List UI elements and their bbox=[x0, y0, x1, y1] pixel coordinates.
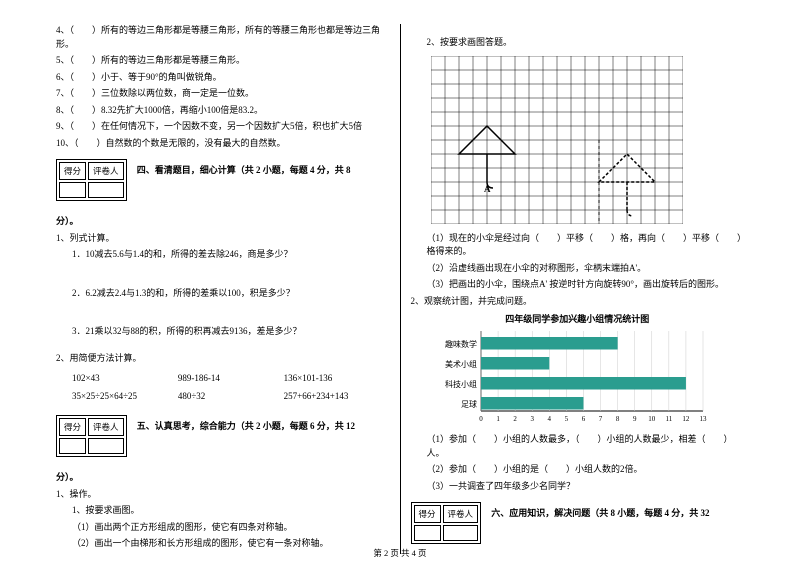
grader-label: 评卷人 bbox=[443, 505, 479, 523]
left-column: 4、（ ）所有的等边三角形都是等腰三角形，所有的等腰三角形也都是等边三角形。 5… bbox=[50, 24, 396, 554]
svg-text:2: 2 bbox=[513, 415, 517, 423]
page: 4、（ ）所有的等边三角形都是等腰三角形，所有的等腰三角形也都是等边三角形。 5… bbox=[0, 0, 800, 574]
grader-label: 评卷人 bbox=[88, 418, 124, 436]
calc-cell: 480÷32 bbox=[178, 391, 284, 401]
grid-q3: （3）把画出的小伞，围绕点A' 按逆时针方向旋转90°，画出旋转后的图形。 bbox=[411, 278, 745, 292]
chart-title: 四年级同学参加兴趣小组情况统计图 bbox=[411, 312, 745, 325]
grid-q2: （2）沿虚线画出现在小伞的对称图形，伞柄末端拍A'。 bbox=[411, 262, 745, 276]
svg-text:A: A bbox=[484, 184, 491, 194]
column-divider bbox=[400, 24, 401, 554]
grid-figure: A bbox=[431, 56, 745, 226]
section-5-title: 五、认真思考，综合能力（共 2 小题，每题 6 分，共 12 bbox=[137, 419, 355, 432]
svg-text:1: 1 bbox=[496, 415, 500, 423]
bar-chart: 012345678910111213趣味数学美术小组科技小组足球 bbox=[431, 327, 745, 429]
score-label: 得分 bbox=[414, 505, 441, 523]
calc-row: 102×43 989-186-14 136×101-136 bbox=[72, 373, 390, 383]
q2-draw: 2、按要求画图答题。 bbox=[411, 36, 745, 50]
score-box: 得分 评卷人 bbox=[56, 159, 127, 201]
q1-2: 2．6.2减去2.4与1.3的和，所得的差乘以100，积是多少？ bbox=[56, 287, 390, 301]
svg-text:7: 7 bbox=[598, 415, 602, 423]
judge-item: 6、（ ）小于、等于90°的角叫做锐角。 bbox=[56, 71, 390, 85]
svg-text:美术小组: 美术小组 bbox=[445, 359, 477, 369]
svg-text:0: 0 bbox=[479, 415, 483, 423]
q1-1: 1．10减去5.6与1.4的和，所得的差去除246，商是多少？ bbox=[56, 248, 390, 262]
section-6-title: 六、应用知识，解决问题（共 8 小题，每题 4 分，共 32 bbox=[491, 506, 709, 519]
chart-q3: （3）一共调查了四年级多少名同学？ bbox=[411, 480, 745, 494]
calc-cell: 257+66+234+143 bbox=[284, 391, 390, 401]
score-box: 得分 评卷人 bbox=[411, 502, 482, 544]
chart-q2: （2）参加（ ）小组的是（ ）小组人数的2倍。 bbox=[411, 463, 745, 477]
svg-text:12: 12 bbox=[682, 415, 690, 423]
page-footer: 第 2 页 共 4 页 bbox=[0, 547, 800, 559]
judge-item: 10、（ ）自然数的个数是无限的，没有最大的自然数。 bbox=[56, 137, 390, 151]
svg-text:5: 5 bbox=[564, 415, 568, 423]
svg-text:6: 6 bbox=[581, 415, 585, 423]
judge-item: 7、（ ）三位数除以两位数，商一定是一位数。 bbox=[56, 87, 390, 101]
calc-cell: 35×25÷25×64÷25 bbox=[72, 391, 178, 401]
grid-svg: A bbox=[431, 56, 683, 224]
observe: 2、观察统计图，并完成问题。 bbox=[411, 295, 745, 309]
svg-text:8: 8 bbox=[615, 415, 619, 423]
calc-cell: 136×101-136 bbox=[284, 373, 390, 383]
q1: 1、列式计算。 bbox=[56, 232, 390, 246]
grader-label: 评卷人 bbox=[88, 162, 124, 180]
section-5-title-cont: 分）。 bbox=[56, 471, 390, 485]
q2: 2、用简便方法计算。 bbox=[56, 352, 390, 366]
q1-3: 3．21乘以32与88的积，所得的积再减去9136，差是多少？ bbox=[56, 325, 390, 339]
svg-text:9: 9 bbox=[632, 415, 636, 423]
score-label: 得分 bbox=[59, 162, 86, 180]
q5-1: 1、操作。 bbox=[56, 488, 390, 502]
q5-1-2: （1）画出两个正方形组成的图形，使它有四条对称轴。 bbox=[56, 521, 390, 535]
grid-q1: （1）现在的小伞是经过向（ ）平移（ ）格，再向（ ）平移（ ）格得来的。 bbox=[411, 232, 745, 259]
right-column: 2、按要求画图答题。 A （1）现在的小伞是经过向（ ）平移（ ）格，再向（ ）… bbox=[405, 24, 751, 554]
calc-cell: 102×43 bbox=[72, 373, 178, 383]
q5-1-1: 1、按要求画图。 bbox=[56, 504, 390, 518]
chart-q1: （1）参加（ ）小组的人数最多，（ ）小组的人数最少，相差（ ）人。 bbox=[411, 433, 745, 460]
judge-item: 8、（ ）8.32先扩大1000倍，再缩小100倍是83.2。 bbox=[56, 104, 390, 118]
svg-text:科技小组: 科技小组 bbox=[445, 379, 477, 389]
svg-text:趣味数学: 趣味数学 bbox=[445, 339, 477, 349]
judge-item: 4、（ ）所有的等边三角形都是等腰三角形，所有的等腰三角形也都是等边三角形。 bbox=[56, 24, 390, 51]
calc-cell: 989-186-14 bbox=[178, 373, 284, 383]
chart-svg: 012345678910111213趣味数学美术小组科技小组足球 bbox=[431, 327, 711, 427]
section-4-title: 四、看清题目，细心计算（共 2 小题，每题 4 分，共 8 bbox=[137, 163, 351, 176]
score-label: 得分 bbox=[59, 418, 86, 436]
svg-text:4: 4 bbox=[547, 415, 551, 423]
svg-text:3: 3 bbox=[530, 415, 534, 423]
calc-row: 35×25÷25×64÷25 480÷32 257+66+234+143 bbox=[72, 391, 390, 401]
judge-item: 9、（ ）在任何情况下，一个因数不变，另一个因数扩大5倍，积也扩大5倍 bbox=[56, 120, 390, 134]
score-box: 得分 评卷人 bbox=[56, 415, 127, 457]
svg-text:10: 10 bbox=[648, 415, 656, 423]
svg-text:足球: 足球 bbox=[461, 399, 477, 409]
section-4-title-cont: 分）。 bbox=[56, 215, 390, 229]
judge-item: 5、（ ）所有的等边三角形都是等腰三角形。 bbox=[56, 54, 390, 68]
svg-text:13: 13 bbox=[699, 415, 707, 423]
svg-text:11: 11 bbox=[665, 415, 672, 423]
